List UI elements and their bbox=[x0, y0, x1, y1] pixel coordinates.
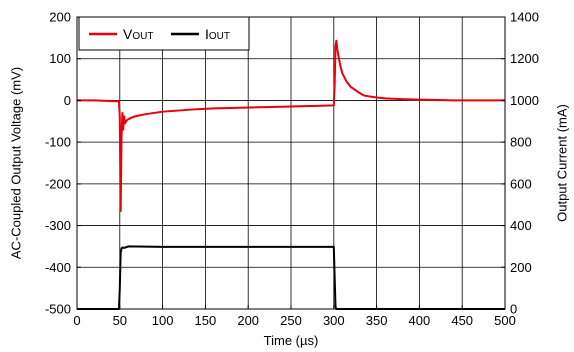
y-right-tick-label: 400 bbox=[510, 218, 532, 233]
series-layer bbox=[77, 39, 505, 310]
x-tick-label: 50 bbox=[113, 313, 127, 328]
legend-label-vout-sub: OUT bbox=[132, 31, 153, 42]
x-tick-label: 350 bbox=[366, 313, 388, 328]
series-line-iout bbox=[77, 245, 505, 310]
y-right-tick-label: 0 bbox=[510, 302, 517, 317]
x-tick-label: 150 bbox=[195, 313, 217, 328]
x-tick-label: 500 bbox=[494, 313, 516, 328]
x-tick-label: 0 bbox=[73, 313, 80, 328]
y-left-tick-label: 200 bbox=[49, 10, 71, 25]
y-left-tick-label: -100 bbox=[45, 135, 71, 150]
legend-label-iout-main: I bbox=[205, 26, 209, 42]
y-right-tick-label: 1200 bbox=[510, 51, 539, 66]
x-tick-label: 200 bbox=[237, 313, 259, 328]
grid bbox=[77, 17, 505, 309]
legend-label-vout-main: V bbox=[123, 26, 133, 42]
y-right-tick-label: 1400 bbox=[510, 10, 539, 25]
legend: VOUT IOUT bbox=[78, 16, 250, 51]
y-right-tick-label: 800 bbox=[510, 135, 532, 150]
x-tick-label: 300 bbox=[323, 313, 345, 328]
x-axis-label: Time (µs) bbox=[264, 333, 319, 348]
y-right-tick-label: 600 bbox=[510, 176, 532, 191]
x-tick-label: 400 bbox=[409, 313, 431, 328]
y-right-tick-label: 1000 bbox=[510, 93, 539, 108]
y-left-tick-label: -300 bbox=[45, 218, 71, 233]
x-tick-label: 250 bbox=[280, 313, 302, 328]
legend-label-iout-sub: OUT bbox=[209, 31, 230, 42]
y-left-tick-label: -400 bbox=[45, 260, 71, 275]
y-left-tick-label: -200 bbox=[45, 176, 71, 191]
y-left-tick-label: 0 bbox=[64, 93, 71, 108]
y-left-tick-label: -500 bbox=[45, 302, 71, 317]
x-tick-label: 450 bbox=[451, 313, 473, 328]
series-line-vout bbox=[77, 39, 505, 212]
x-tick-label: 100 bbox=[152, 313, 174, 328]
y-axis-left-label: AC-Coupled Output Voltage (mV) bbox=[9, 67, 24, 259]
y-left-tick-label: 100 bbox=[49, 51, 71, 66]
y-axis-right-label: Output Current (mA) bbox=[555, 104, 570, 222]
legend-label-iout: IOUT bbox=[205, 26, 230, 42]
ticks: 0 50 100 150 200 250 300 350 400 450 500 -500 -400 -3… bbox=[45, 10, 539, 329]
legend-label-vout: VOUT bbox=[123, 26, 153, 42]
y-right-tick-label: 200 bbox=[510, 260, 532, 275]
